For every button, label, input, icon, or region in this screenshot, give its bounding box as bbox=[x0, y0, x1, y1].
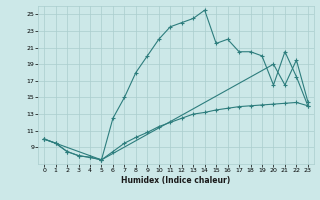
X-axis label: Humidex (Indice chaleur): Humidex (Indice chaleur) bbox=[121, 176, 231, 185]
